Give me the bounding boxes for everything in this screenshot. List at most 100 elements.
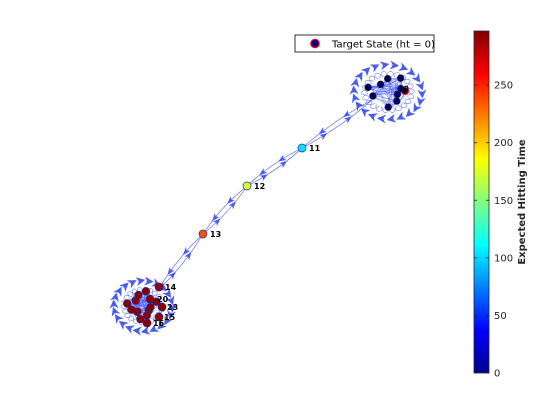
- colorbar-tick-label: 200: [494, 138, 513, 149]
- node-label-15: 15: [164, 313, 176, 322]
- graph-node: [397, 84, 405, 93]
- node-label: 3: [385, 103, 391, 112]
- edge-arrowhead: [135, 277, 146, 287]
- edge-arrowhead: [228, 201, 236, 210]
- graph-edge: [301, 99, 373, 149]
- node-label: 5: [370, 92, 376, 101]
- graph-node: [384, 74, 392, 83]
- edge-arrowhead: [184, 251, 192, 261]
- edge-arrowhead: [342, 110, 352, 118]
- edge-arrowhead: [259, 174, 269, 181]
- edge-arrowhead: [360, 108, 371, 118]
- node-label: 2: [394, 97, 400, 106]
- edge-arrowhead: [212, 218, 221, 227]
- colorbar-tick-label: 100: [494, 253, 513, 264]
- edge-arrowhead: [416, 96, 426, 106]
- legend-target-marker: [310, 38, 320, 49]
- edge-arrowhead: [212, 213, 220, 222]
- graph-node-12: [242, 181, 252, 191]
- graph-edge: [246, 147, 303, 187]
- chain-edges: [157, 99, 373, 291]
- edge-arrowhead: [149, 323, 160, 332]
- legend-box: [294, 34, 435, 53]
- graph-node: [123, 299, 132, 308]
- graph-edges: [109, 60, 427, 336]
- colorbar-tick-label: 50: [494, 311, 507, 322]
- edge-arrowhead: [113, 286, 122, 297]
- graph-edge-loop: [369, 76, 379, 84]
- graph-node-15: [154, 312, 164, 322]
- graph-node: [127, 305, 136, 314]
- graph-edge-loop: [401, 96, 412, 104]
- graph-edge-loop: [127, 291, 136, 299]
- graph-node-13: [198, 229, 208, 239]
- graph-node: [393, 97, 401, 105]
- graph-node: [364, 83, 372, 92]
- edge-arrowhead: [227, 196, 235, 205]
- graph-edge: [157, 233, 204, 291]
- graph-node: [146, 303, 155, 312]
- graph-node: [134, 290, 143, 300]
- graph-edge-loop: [374, 72, 384, 81]
- legend: Target State (ht = 0): [294, 34, 435, 53]
- edge-arrowhead: [110, 292, 119, 303]
- node-label: 8: [385, 75, 391, 84]
- graph-edge: [246, 147, 303, 187]
- edge-arrowhead: [278, 154, 287, 162]
- colorbar-ticks: 0 50 100 150 200 250: [474, 81, 513, 380]
- edge-arrowhead: [367, 113, 379, 122]
- node-label-23: 23: [167, 303, 178, 312]
- graph-edge-loop: [375, 104, 386, 112]
- edge-arrowhead: [124, 325, 135, 334]
- graph-edge-loop: [406, 87, 415, 96]
- edge-arrowhead: [118, 320, 129, 330]
- colorbar-label: Expected Hitting Time: [517, 139, 528, 265]
- edge-arrowhead: [111, 306, 121, 317]
- edge-arrowhead: [167, 309, 176, 320]
- node-label: 6: [365, 83, 371, 92]
- graph-edge-loop: [124, 310, 134, 318]
- graph-node-16: [142, 318, 152, 328]
- edge-arrowhead: [140, 325, 151, 335]
- edge-arrowhead: [319, 133, 328, 140]
- edge-arrowhead: [114, 314, 124, 325]
- graph-edge-loop: [397, 100, 407, 108]
- node-label-20: 20: [157, 295, 169, 304]
- graph-edge-loop: [384, 70, 396, 78]
- graph-edge-loop: [362, 92, 372, 101]
- graph-edge-loop: [405, 91, 415, 100]
- node-label: 10: [398, 85, 410, 94]
- edge-arrowhead: [411, 72, 421, 83]
- edge-arrowhead: [157, 320, 167, 330]
- edge-arrowhead: [162, 287, 172, 298]
- edge-arrowhead: [386, 113, 397, 123]
- edge-arrowhead: [396, 111, 407, 120]
- node-label: 4: [402, 87, 408, 96]
- edge-arrowhead: [360, 67, 371, 77]
- colorbar: 0 50 100 150 200 250 Expected Hitting Time: [473, 30, 528, 380]
- edge-arrowhead: [126, 280, 137, 289]
- node-label-11: 11: [309, 144, 321, 153]
- graph-edge-loop: [404, 83, 414, 92]
- node-label-13: 13: [210, 230, 221, 239]
- graph-nodes: [123, 74, 410, 328]
- graph-edge: [301, 99, 373, 149]
- edge-arrowhead: [354, 71, 363, 82]
- colorbar-tick-label: 150: [494, 196, 513, 207]
- edge-arrowhead: [415, 80, 424, 91]
- graph-node-23: [157, 302, 167, 312]
- graph-edge-loop: [392, 103, 402, 112]
- graph-node-14: [154, 282, 164, 292]
- colorbar-tick-label: 250: [494, 81, 513, 92]
- colorbar-tick-label: 0: [494, 369, 500, 380]
- graph-edge-loop: [365, 97, 376, 105]
- graph-edge: [202, 185, 248, 235]
- graph-edge-loop: [370, 101, 380, 109]
- colorbar-gradient: [474, 31, 489, 373]
- graph-edge: [157, 233, 204, 291]
- edge-arrowhead: [279, 160, 288, 168]
- graph-edge: [202, 185, 248, 235]
- edge-arrowhead: [369, 64, 380, 73]
- graph-node: [396, 74, 405, 82]
